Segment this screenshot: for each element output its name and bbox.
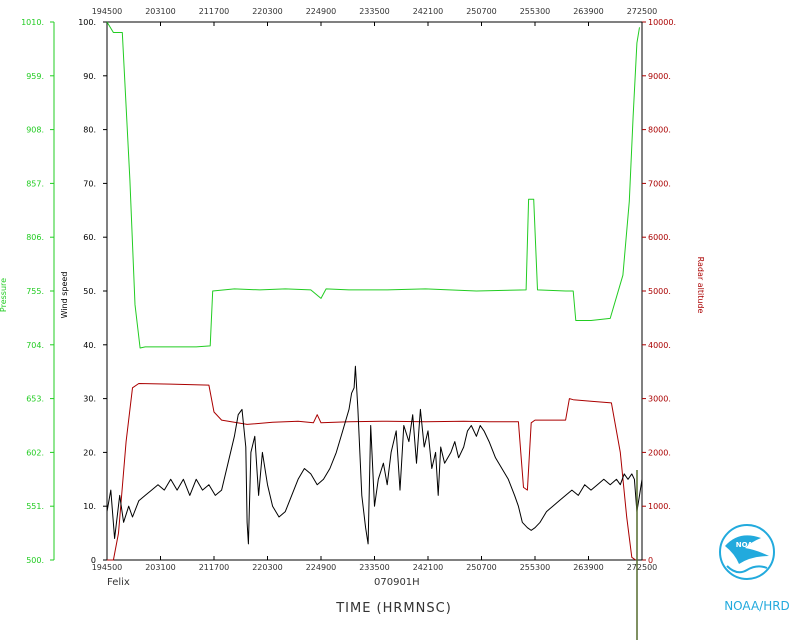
- wind-tick-label: 90.: [83, 72, 96, 81]
- wind-axis-title: Wind speed: [60, 272, 69, 319]
- wind-tick-label: 50.: [83, 287, 96, 296]
- x-tick-label-bottom: 255300: [520, 563, 551, 572]
- x-tick-label-top: 233500: [359, 7, 390, 16]
- altitude-tick-label: 6000.: [648, 233, 671, 242]
- pressure-tick-label: 857.: [26, 179, 44, 188]
- x-tick-label-bottom: 272500: [627, 563, 658, 572]
- x-tick-label-bottom: 211700: [199, 563, 230, 572]
- x-tick-label-bottom: 194500: [92, 563, 123, 572]
- wind-tick-label: 100.: [78, 18, 96, 27]
- x-axis-title: TIME (HRMNSC): [335, 601, 452, 616]
- pressure-tick-label: 908.: [26, 126, 44, 135]
- x-tick-label-top: 194500: [92, 7, 123, 16]
- x-tick-label-top: 250700: [466, 7, 497, 16]
- wind-tick-label: 70.: [83, 179, 96, 188]
- x-tick-label-top: 211700: [199, 7, 230, 16]
- pressure-tick-label: 959.: [26, 72, 44, 81]
- wind-tick-label: 20.: [83, 448, 96, 457]
- date-code: 070901H: [374, 577, 420, 588]
- altitude-tick-label: 3000.: [648, 395, 671, 404]
- wind-tick-label: 80.: [83, 126, 96, 135]
- pressure-tick-label: 602.: [26, 448, 44, 457]
- altitude-tick-label: 2000.: [648, 448, 671, 457]
- series-layer: [106, 21, 643, 561]
- x-tick-label-bottom: 203100: [145, 563, 176, 572]
- altitude-tick-label: 1000.: [648, 502, 671, 511]
- altitude-series-line: [107, 383, 636, 561]
- pressure-series-line: [106, 21, 640, 349]
- x-tick-label-top: 220300: [252, 7, 283, 16]
- pressure-tick-label: 653.: [26, 395, 44, 404]
- x-tick-label-bottom: 263900: [573, 563, 604, 572]
- noaa-logo-text: NOAA: [736, 541, 759, 549]
- pressure-tick-label: 755.: [26, 287, 44, 296]
- ticks-layer: 500. 551. 602. 653. 704. 755. 806. 857. 908. 959.…: [21, 7, 676, 572]
- x-tick-label-bottom: 242100: [413, 563, 444, 572]
- noaa-hrd-label: NOAA/HRD: [724, 599, 790, 613]
- altitude-tick-label: 9000.: [648, 72, 671, 81]
- x-tick-label-bottom: 220300: [252, 563, 283, 572]
- altitude-axis-title: Radar altitude: [696, 257, 705, 314]
- x-tick-label-top: 203100: [145, 7, 176, 16]
- altitude-tick-label: 10000.: [648, 18, 676, 27]
- x-tick-label-top: 224900: [306, 7, 337, 16]
- noaa-logo: NOAA: [719, 524, 775, 580]
- noaa-logo-bird: [725, 535, 769, 564]
- x-tick-label-bottom: 233500: [359, 563, 390, 572]
- pressure-tick-label: 551.: [26, 502, 44, 511]
- x-tick-label-top: 242100: [413, 7, 444, 16]
- storm-name: Felix: [107, 577, 130, 588]
- noaa-logo-wave: [726, 565, 768, 574]
- pressure-tick-label: 500.: [26, 556, 44, 565]
- altitude-tick-label: 4000.: [648, 341, 671, 350]
- pressure-tick-label: 1010.: [21, 18, 44, 27]
- pressure-tick-label: 704.: [26, 341, 44, 350]
- wind-series-line: [106, 365, 643, 545]
- x-tick-label-top: 255300: [520, 7, 551, 16]
- wind-tick-label: 0: [91, 556, 96, 565]
- pressure-axis-title: Pressure: [0, 278, 8, 312]
- wind-tick-label: 30.: [83, 395, 96, 404]
- wind-tick-label: 60.: [83, 233, 96, 242]
- wind-tick-label: 10.: [83, 502, 96, 511]
- pressure-tick-label: 806.: [26, 233, 44, 242]
- altitude-tick-label: 8000.: [648, 126, 671, 135]
- wind-tick-label: 40.: [83, 341, 96, 350]
- noaa-logo-ring: [719, 524, 775, 580]
- x-tick-label-bottom: 224900: [306, 563, 337, 572]
- x-tick-label-top: 263900: [573, 7, 604, 16]
- x-tick-label-bottom: 250700: [466, 563, 497, 572]
- altitude-tick-label: 7000.: [648, 179, 671, 188]
- altitude-tick-label: 5000.: [648, 287, 671, 296]
- altitude-tick-label: 0: [648, 556, 653, 565]
- x-tick-label-top: 272500: [627, 7, 658, 16]
